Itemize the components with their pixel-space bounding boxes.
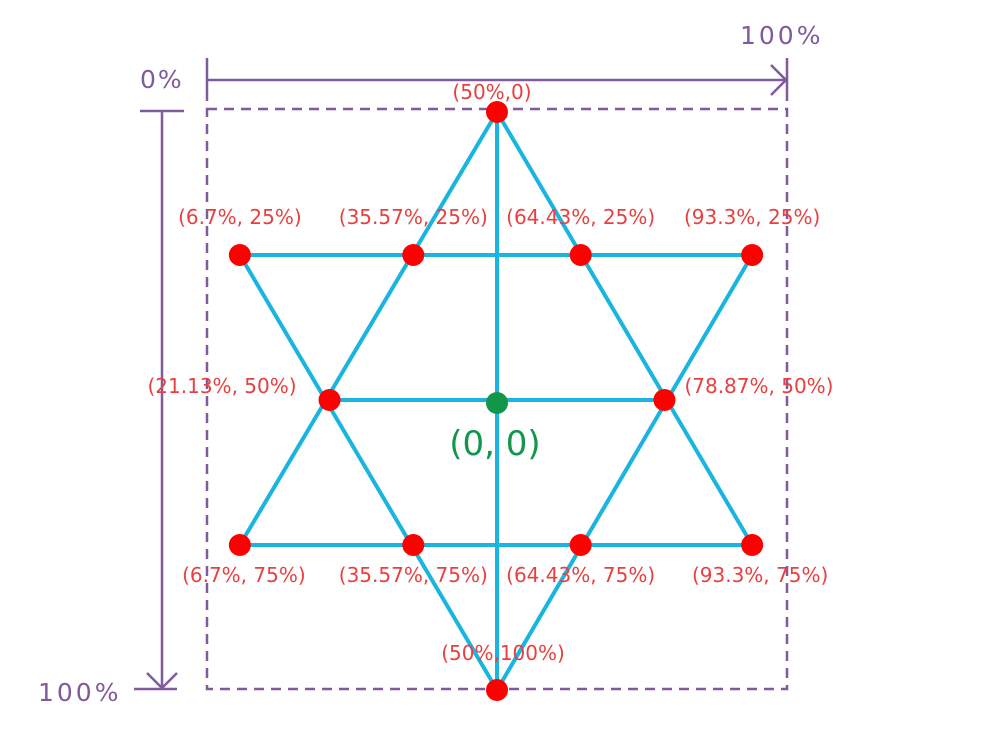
point-label: (6.7%, 75%) bbox=[182, 563, 306, 587]
origin-point bbox=[486, 392, 508, 414]
point bbox=[402, 244, 425, 266]
origin-label: (0, 0) bbox=[449, 424, 540, 464]
point bbox=[741, 244, 764, 266]
point-label: (35.57%, 75%) bbox=[339, 563, 488, 587]
point bbox=[569, 534, 592, 556]
point-label: (64.43%, 25%) bbox=[506, 205, 655, 229]
point bbox=[741, 534, 764, 556]
point-label: (35.57%, 25%) bbox=[339, 205, 488, 229]
points: (50%,0) (6.7%, 25%) (35.57%, 25%) (64.43%, … bbox=[148, 80, 833, 701]
point-label: (93.3%, 25%) bbox=[684, 205, 820, 229]
point-label: (50%,0) bbox=[452, 80, 531, 104]
origin: (0, 0) bbox=[449, 392, 541, 464]
triangle-down-left bbox=[238, 253, 499, 692]
point-label: (93.3%, 75%) bbox=[692, 563, 828, 587]
y-axis-end-label: 100% bbox=[38, 678, 121, 707]
triangle-up-left bbox=[238, 110, 499, 547]
x-axis-arrowhead bbox=[770, 64, 788, 96]
point bbox=[486, 101, 508, 123]
point bbox=[486, 679, 508, 701]
point bbox=[569, 244, 592, 266]
x-axis-end-label: 100% bbox=[740, 21, 823, 50]
x-axis-start-label: 0% bbox=[140, 65, 184, 94]
point bbox=[228, 244, 251, 266]
point bbox=[318, 389, 341, 411]
star-lines bbox=[238, 110, 754, 692]
point-label: (78.87%, 50%) bbox=[684, 374, 833, 398]
point-label: (21.13%, 50%) bbox=[148, 374, 297, 398]
y-axis-arrowhead bbox=[146, 672, 178, 690]
point bbox=[653, 389, 676, 411]
triangle-up-right bbox=[495, 110, 754, 547]
point bbox=[228, 534, 251, 556]
point-label: (50%,100%) bbox=[441, 641, 565, 665]
point-label: (6.7%, 25%) bbox=[178, 205, 302, 229]
axes: 0% 100% 100% bbox=[38, 21, 823, 707]
triangle-down-right bbox=[495, 253, 754, 692]
point bbox=[402, 534, 425, 556]
point-label: (64.43%, 75%) bbox=[506, 563, 655, 587]
